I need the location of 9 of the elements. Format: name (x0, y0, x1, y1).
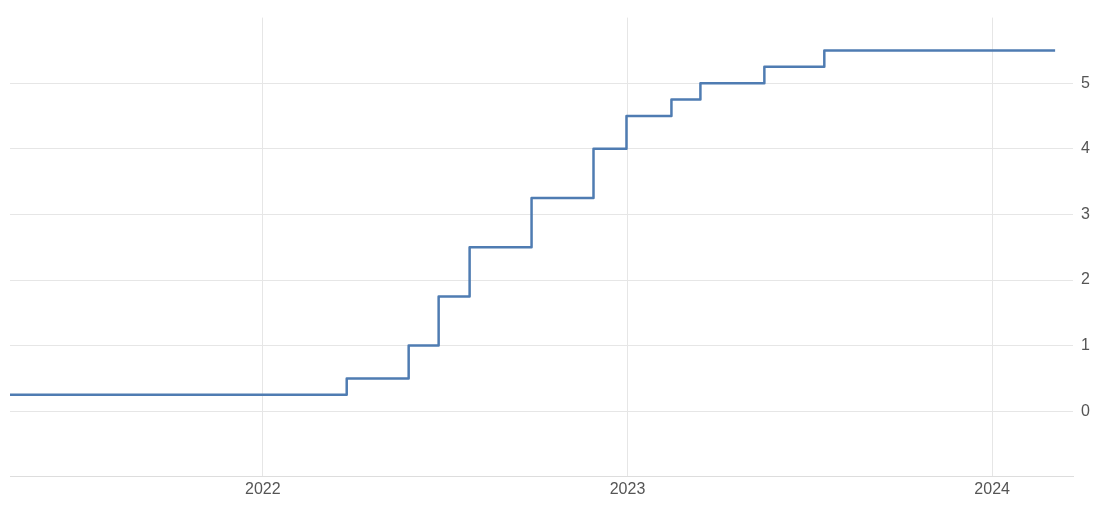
y-tick-label: 1 (1081, 336, 1091, 354)
y-tick-label: 5 (1081, 73, 1091, 91)
y-tick-label: 3 (1081, 204, 1091, 222)
x-tick-label: 2024 (974, 479, 1011, 497)
x-tick-label: 2022 (244, 479, 281, 497)
x-tick-label: 2023 (609, 479, 646, 497)
y-tick-label: 4 (1081, 139, 1091, 157)
y-tick-label: 2 (1081, 270, 1091, 288)
y-tick-label: 0 (1081, 401, 1091, 419)
